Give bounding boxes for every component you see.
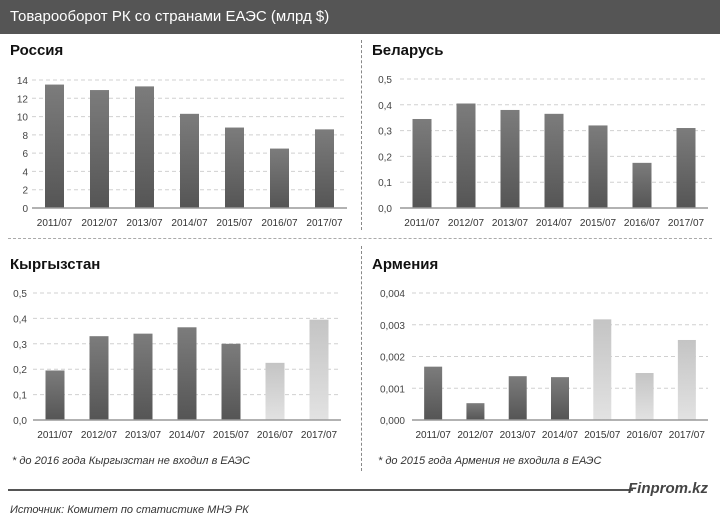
armenia-x-tick-label: 2016/07 [626, 430, 663, 441]
russia-x-tick-label: 2017/07 [306, 218, 343, 229]
russia-y-tick-label: 8 [22, 131, 28, 142]
belarus-x-tick-label: 2015/07 [580, 218, 617, 229]
armenia-x-tick-label: 2013/07 [500, 430, 537, 441]
kyrgyzstan-bar [221, 343, 241, 420]
brand-logo: Finprom.kz [627, 480, 708, 497]
kyrgyzstan-bar [309, 319, 329, 420]
vertical-divider-top [361, 40, 362, 230]
vertical-divider-bottom [361, 246, 362, 471]
kyrgyzstan-x-tick-label: 2015/07 [213, 430, 250, 441]
belarus-x-tick-label: 2011/07 [404, 218, 440, 229]
chart-title-belarus: Беларусь [372, 42, 444, 59]
header-bar: Товарооборот РК со странами ЕАЭС (млрд $… [0, 0, 720, 34]
russia-y-tick-label: 10 [17, 113, 29, 124]
belarus-x-tick-label: 2016/07 [624, 218, 661, 229]
belarus-bar [456, 103, 476, 208]
horizontal-divider [8, 238, 712, 239]
armenia-bar [424, 366, 443, 420]
chart-title-armenia: Армения [372, 256, 439, 273]
kyrgyzstan-x-tick-label: 2013/07 [125, 430, 162, 441]
armenia-y-tick-label: 0,001 [380, 384, 405, 395]
russia-x-tick-label: 2015/07 [216, 218, 253, 229]
armenia-y-tick-label: 0,000 [380, 416, 405, 427]
belarus-bar [500, 109, 520, 208]
kyrgyzstan-y-tick-label: 0,0 [13, 416, 27, 427]
belarus-bar [412, 118, 432, 208]
kyrgyzstan-bar [89, 336, 109, 420]
belarus-y-tick-label: 0,5 [378, 75, 392, 86]
armenia-bar [593, 319, 612, 420]
belarus-bar [632, 162, 652, 208]
kyrgyzstan-x-tick-label: 2017/07 [301, 430, 338, 441]
russia-y-tick-label: 6 [22, 149, 28, 160]
russia-x-tick-label: 2011/07 [37, 218, 73, 229]
belarus-x-tick-label: 2014/07 [536, 218, 573, 229]
armenia-y-tick-label: 0,002 [380, 353, 405, 364]
belarus-bar [544, 113, 564, 208]
armenia-y-tick-label: 0,003 [380, 321, 405, 332]
russia-bar [180, 113, 199, 208]
armenia-x-tick-label: 2014/07 [542, 430, 579, 441]
source-text: Источник: Комитет по статистике МНЭ РК [10, 504, 249, 516]
russia-x-tick-label: 2012/07 [81, 218, 118, 229]
kyrgyzstan-bar [45, 370, 65, 420]
belarus-bar [588, 125, 608, 208]
page-title: Товарооборот РК со странами ЕАЭС (млрд $… [10, 8, 330, 25]
armenia-bar [466, 403, 485, 420]
russia-y-tick-label: 2 [22, 186, 28, 197]
russia-y-tick-label: 14 [17, 76, 29, 87]
russia-bar [45, 84, 64, 208]
kyrgyzstan-bar [265, 362, 285, 420]
russia-bar [135, 86, 154, 208]
armenia-x-tick-label: 2015/07 [584, 430, 621, 441]
kyrgyzstan-bar [177, 327, 197, 420]
russia-y-tick-label: 4 [22, 167, 28, 178]
armenia-x-tick-label: 2011/07 [415, 430, 451, 441]
kyrgyzstan-bar [133, 333, 153, 420]
kyrgyzstan-x-tick-label: 2012/07 [81, 430, 118, 441]
armenia-bar [635, 373, 654, 420]
kyrgyzstan-y-tick-label: 0,4 [13, 314, 27, 325]
kyrgyzstan-x-tick-label: 2016/07 [257, 430, 294, 441]
chart-title-russia: Россия [10, 42, 64, 59]
note-armenia: * до 2015 года Армения не входила в ЕАЭС [378, 455, 602, 467]
russia-x-tick-label: 2014/07 [171, 218, 208, 229]
belarus-bar [676, 128, 696, 208]
armenia-y-tick-label: 0,004 [380, 289, 405, 300]
armenia-bar [677, 339, 696, 420]
russia-bar [315, 129, 334, 208]
belarus-y-tick-label: 0,1 [378, 178, 392, 189]
kyrgyzstan-y-tick-label: 0,5 [13, 289, 27, 300]
belarus-y-tick-label: 0,0 [378, 204, 392, 215]
russia-bar [270, 148, 289, 208]
russia-y-tick-label: 0 [22, 204, 28, 215]
kyrgyzstan-y-tick-label: 0,3 [13, 340, 27, 351]
kyrgyzstan-y-tick-label: 0,1 [13, 391, 27, 402]
russia-x-tick-label: 2016/07 [261, 218, 298, 229]
russia-y-tick-label: 12 [17, 94, 29, 105]
armenia-bar [508, 376, 527, 420]
armenia-bar [551, 377, 569, 420]
chart-title-kyrgyzstan: Кыргызстан [10, 256, 101, 273]
belarus-y-tick-label: 0,3 [378, 127, 392, 138]
belarus-y-tick-label: 0,2 [378, 152, 392, 163]
kyrgyzstan-y-tick-label: 0,2 [13, 365, 27, 376]
belarus-x-tick-label: 2012/07 [448, 218, 485, 229]
belarus-x-tick-label: 2013/07 [492, 218, 529, 229]
belarus-x-tick-label: 2017/07 [668, 218, 705, 229]
kyrgyzstan-x-tick-label: 2014/07 [169, 430, 206, 441]
note-kyrgyzstan: * до 2016 года Кыргызстан не входил в ЕА… [12, 455, 251, 467]
russia-x-tick-label: 2013/07 [126, 218, 163, 229]
armenia-x-tick-label: 2017/07 [669, 430, 706, 441]
armenia-x-tick-label: 2012/07 [457, 430, 494, 441]
belarus-y-tick-label: 0,4 [378, 101, 392, 112]
footer-rule [8, 489, 633, 491]
russia-bar [225, 127, 244, 208]
kyrgyzstan-x-tick-label: 2011/07 [37, 430, 73, 441]
russia-bar [90, 90, 109, 208]
